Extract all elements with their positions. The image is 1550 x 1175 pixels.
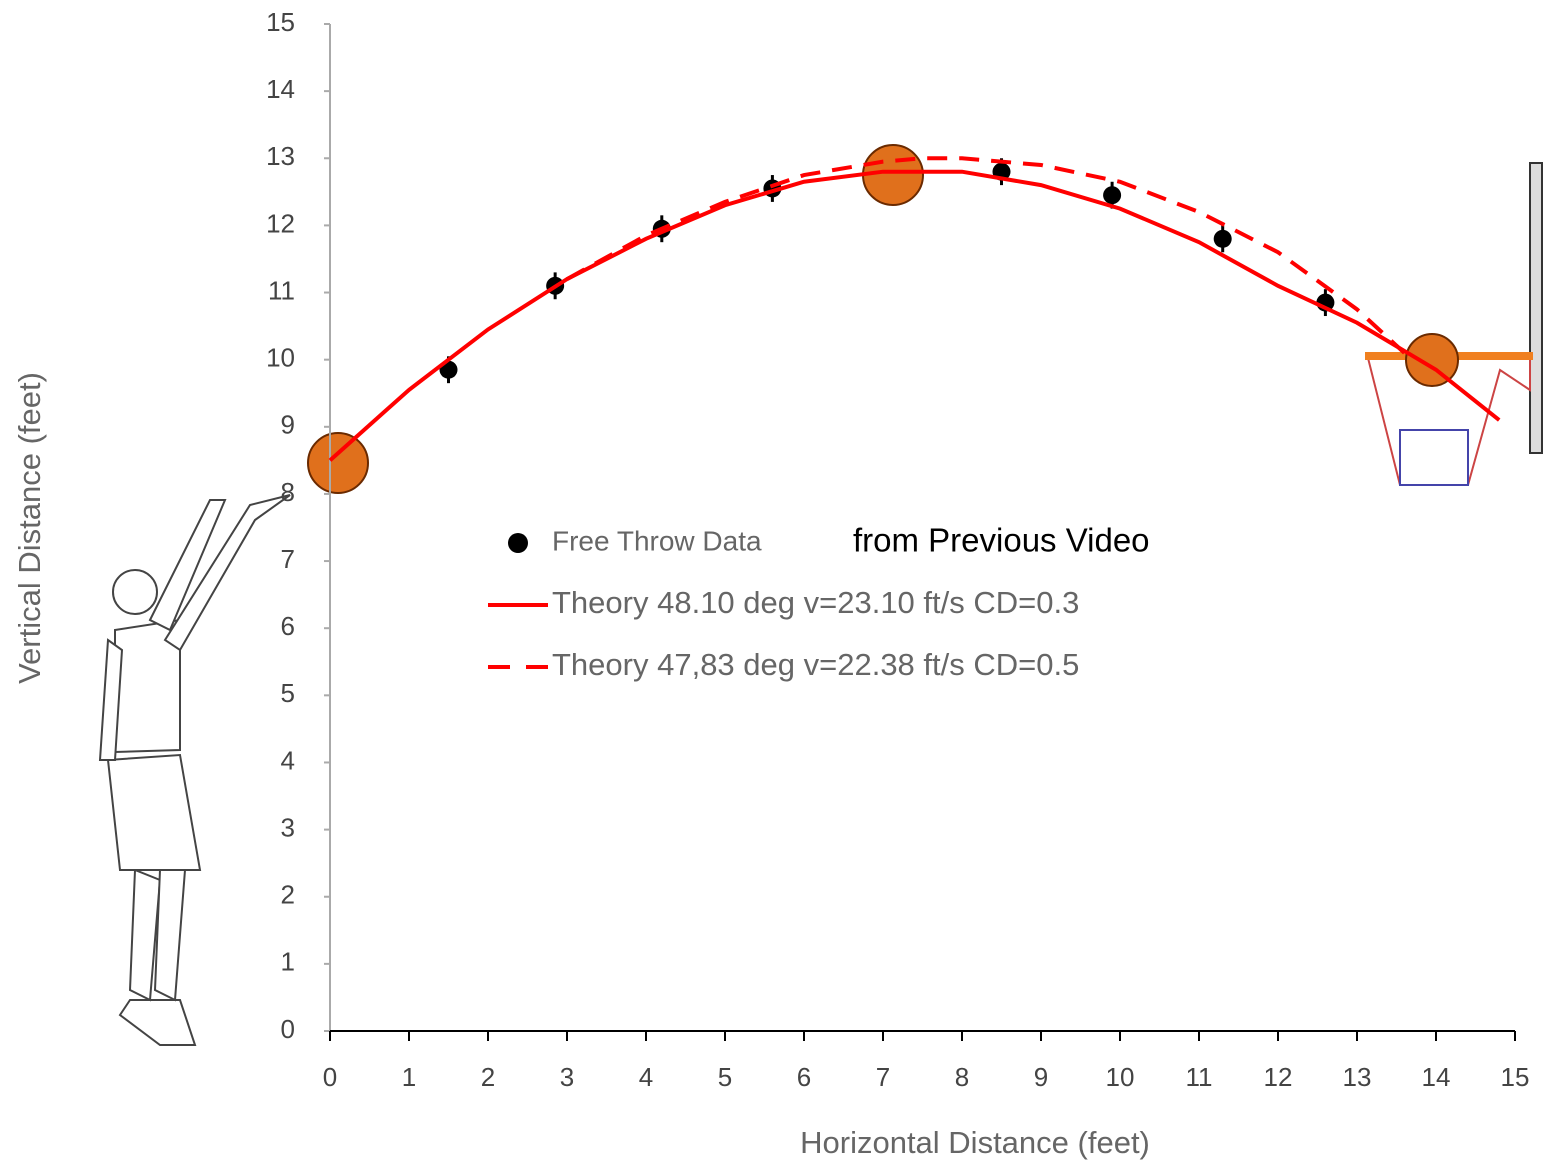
y-tick-label: 3 <box>281 812 295 842</box>
legend-label: Free Throw Data <box>552 525 762 556</box>
x-tick-label: 12 <box>1264 1062 1293 1092</box>
y-tick-label: 5 <box>281 678 295 708</box>
x-tick-label: 11 <box>1186 1062 1213 1092</box>
y-tick-label: 7 <box>281 544 295 574</box>
legend-label: Theory 48.10 deg v=23.10 ft/s CD=0.3 <box>552 585 1079 620</box>
x-tick-label: 4 <box>639 1062 653 1092</box>
legend-marker <box>508 533 528 553</box>
y-tick-label: 2 <box>281 880 295 910</box>
y-tick-label: 13 <box>266 141 295 171</box>
x-tick-label: 8 <box>955 1062 969 1092</box>
x-tick-label: 13 <box>1343 1062 1372 1092</box>
y-tick-label: 14 <box>266 74 295 104</box>
x-tick-label: 7 <box>876 1062 890 1092</box>
y-tick-label: 10 <box>266 343 295 373</box>
x-tick-label: 6 <box>797 1062 811 1092</box>
x-axis-label: Horizontal Distance (feet) <box>800 1125 1150 1160</box>
y-tick-label: 4 <box>281 745 295 775</box>
legend-label: Theory 47,83 deg v=22.38 ft/s CD=0.5 <box>552 647 1079 682</box>
data-point <box>1213 229 1232 248</box>
y-tick-label: 6 <box>281 611 295 641</box>
x-tick-label: 5 <box>718 1062 732 1092</box>
x-tick-label: 0 <box>323 1062 337 1092</box>
y-tick-label: 0 <box>281 1014 295 1044</box>
y-axis-label: Vertical Distance (feet) <box>12 372 47 684</box>
x-tick-label: 2 <box>481 1062 495 1092</box>
x-tick-label: 10 <box>1106 1062 1135 1092</box>
x-tick-label: 14 <box>1422 1062 1451 1092</box>
y-tick-label: 11 <box>268 275 295 305</box>
y-tick-label: 12 <box>266 208 295 238</box>
player-illustration <box>98 494 291 1046</box>
x-tick-label: 1 <box>402 1062 416 1092</box>
y-tick-label: 15 <box>266 7 295 37</box>
theory-line <box>328 169 1501 462</box>
decoration <box>307 144 1543 494</box>
x-tick-label: 3 <box>560 1062 574 1092</box>
y-tick-label: 8 <box>281 477 295 507</box>
y-tick-label: 9 <box>281 410 295 440</box>
legend-note: from Previous Video <box>853 522 1150 559</box>
x-tick-label: 9 <box>1034 1062 1048 1092</box>
data-point <box>1103 186 1122 205</box>
y-tick-label: 1 <box>281 947 295 977</box>
x-tick-label: 15 <box>1501 1062 1530 1092</box>
theory-line <box>566 156 1406 355</box>
